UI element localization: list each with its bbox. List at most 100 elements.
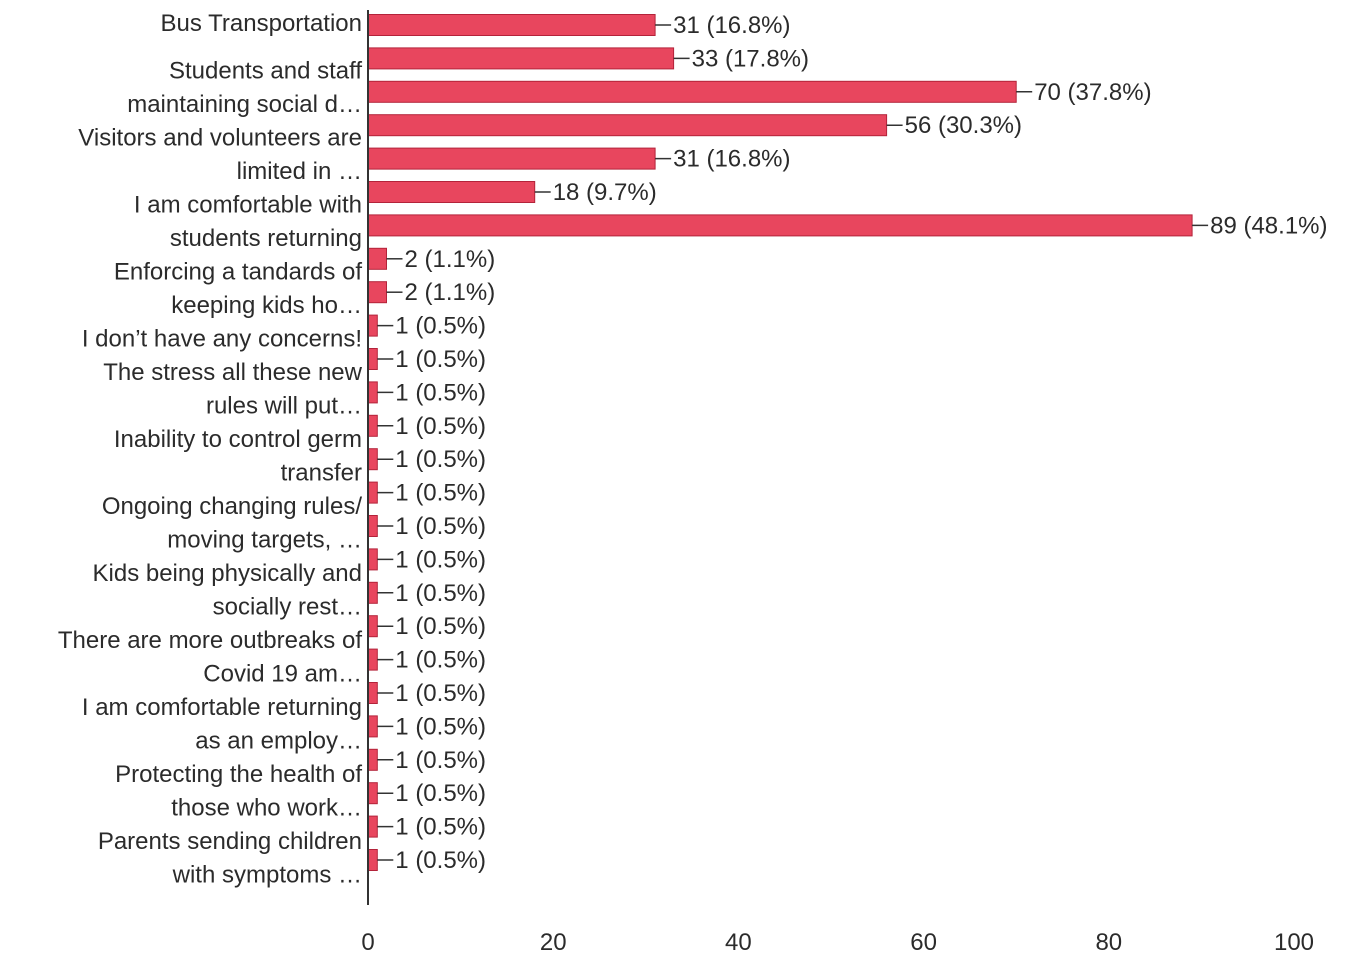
category-label-line: Covid 19 am…	[203, 661, 362, 688]
x-tick-label-20: 20	[540, 929, 567, 956]
bar-22	[367, 715, 378, 738]
x-tick-label-100: 100	[1274, 929, 1314, 956]
x-axis-ticks: 0 20 40 60 80 100	[361, 929, 1314, 956]
value-label-6: 18 (9.7%)	[553, 179, 657, 206]
category-label-9: Ongoing changing rules/moving targets, …	[102, 493, 363, 554]
value-label-18: 1 (0.5%)	[395, 580, 486, 607]
bar-24	[367, 782, 378, 805]
category-label-line: I am comfortable with	[134, 192, 362, 219]
bar-13	[367, 414, 378, 437]
category-label-line: Ongoing changing rules/	[102, 493, 363, 520]
category-label-14: Parents sending children with symptoms …	[98, 828, 362, 889]
bar-8	[367, 247, 387, 270]
value-label-3: 70 (37.8%)	[1034, 79, 1151, 106]
bar-19	[367, 615, 378, 638]
category-label-line: rules will put…	[206, 393, 362, 420]
value-label-17: 1 (0.5%)	[395, 546, 486, 573]
bar-21	[367, 682, 378, 704]
category-label-line: Inability to control germ	[114, 426, 362, 453]
value-label-1: 31 (16.8%)	[673, 12, 790, 39]
value-label-12: 1 (0.5%)	[395, 379, 486, 406]
category-label-line: Protecting the health of	[115, 761, 362, 788]
category-label-line: keeping kids ho…	[171, 292, 362, 319]
category-label-8: Inability to control germ transfer	[114, 426, 362, 487]
value-label-8: 2 (1.1%)	[405, 246, 496, 273]
bar-16	[367, 515, 378, 537]
bar-26	[367, 849, 378, 871]
bar-12	[367, 381, 378, 404]
category-label-line: Parents sending children	[98, 828, 362, 855]
bar-9	[367, 281, 387, 304]
category-label-6: I don’t have any concerns!	[82, 326, 362, 353]
bar-2	[367, 47, 675, 70]
bar-14	[367, 448, 378, 471]
bar-1	[367, 14, 656, 36]
category-label-line: I am comfortable returning	[82, 694, 362, 721]
category-label-1: Bus Transportation	[161, 10, 362, 37]
category-label-12: I am comfortable returning as an employ…	[82, 694, 362, 755]
value-label-14: 1 (0.5%)	[395, 446, 486, 473]
x-tick-label-0: 0	[361, 929, 374, 956]
value-label-25: 1 (0.5%)	[395, 814, 486, 841]
value-label-13: 1 (0.5%)	[395, 413, 486, 440]
value-label-21: 1 (0.5%)	[395, 680, 486, 707]
value-label-4: 56 (30.3%)	[905, 112, 1022, 139]
category-label-10: Kids being physically and socially rest…	[93, 560, 363, 621]
value-label-19: 1 (0.5%)	[395, 613, 486, 640]
value-label-20: 1 (0.5%)	[395, 647, 486, 674]
category-label-line: Kids being physically and	[93, 560, 363, 587]
value-label-16: 1 (0.5%)	[395, 513, 486, 540]
category-label-line: limited in …	[237, 158, 362, 185]
bar-23	[367, 748, 378, 771]
bar-18	[367, 581, 378, 604]
category-label-2: Students and staff maintaining social d…	[127, 58, 362, 119]
category-label-line: Enforcing a tandards of	[114, 259, 362, 286]
bar-25	[367, 815, 378, 838]
value-label-5: 31 (16.8%)	[673, 146, 790, 173]
bars	[367, 14, 1193, 871]
x-tick-label-60: 60	[910, 929, 937, 956]
bar-7	[367, 214, 1193, 237]
value-labels: 31 (16.8%) 33 (17.8%) 70 (37.8%) 56 (30.3%)…	[377, 12, 1328, 874]
x-tick-label-80: 80	[1095, 929, 1122, 956]
category-label-13: Protecting the health of those who work…	[115, 761, 362, 822]
category-label-line: I don’t have any concerns!	[82, 326, 362, 353]
bar-11	[367, 348, 378, 370]
category-label-line: those who work…	[171, 795, 362, 822]
category-label-line: maintaining social d…	[127, 91, 362, 118]
value-label-24: 1 (0.5%)	[395, 780, 486, 807]
bar-20	[367, 648, 378, 671]
value-label-10: 1 (0.5%)	[395, 313, 486, 340]
bar-4	[367, 114, 888, 137]
bar-17	[367, 548, 378, 571]
category-label-line: There are more outbreaks of	[58, 627, 362, 654]
bar-6	[367, 181, 536, 203]
bar-3	[367, 80, 1017, 103]
value-label-15: 1 (0.5%)	[395, 480, 486, 507]
category-label-line: students returning	[170, 225, 362, 252]
category-label-4: I am comfortable with students returning	[134, 192, 362, 253]
value-label-11: 1 (0.5%)	[395, 346, 486, 373]
category-label-line: as an employ…	[195, 728, 362, 755]
category-label-line: socially rest…	[213, 594, 362, 621]
category-label-line: Visitors and volunteers are	[78, 125, 362, 152]
value-label-26: 1 (0.5%)	[395, 847, 486, 874]
category-label-line: The stress all these new	[103, 359, 362, 386]
category-label-5: Enforcing a tandards of keeping kids ho…	[114, 259, 362, 320]
category-label-11: There are more outbreaks of Covid 19 am…	[58, 627, 362, 688]
bar-10	[367, 314, 378, 337]
value-label-7: 89 (48.1%)	[1210, 212, 1327, 239]
category-label-line: Students and staff	[169, 58, 362, 85]
category-labels: Bus Transportation Students and staff main…	[58, 10, 363, 889]
value-label-22: 1 (0.5%)	[395, 713, 486, 740]
value-label-23: 1 (0.5%)	[395, 747, 486, 774]
category-label-line: with symptoms …	[172, 862, 362, 889]
bar-5	[367, 147, 656, 170]
category-label-7: The stress all these new rules will put…	[103, 359, 362, 420]
bar-15	[367, 481, 378, 504]
value-label-2: 33 (17.8%)	[692, 45, 809, 72]
x-tick-label-40: 40	[725, 929, 752, 956]
category-label-line: transfer	[281, 460, 362, 487]
